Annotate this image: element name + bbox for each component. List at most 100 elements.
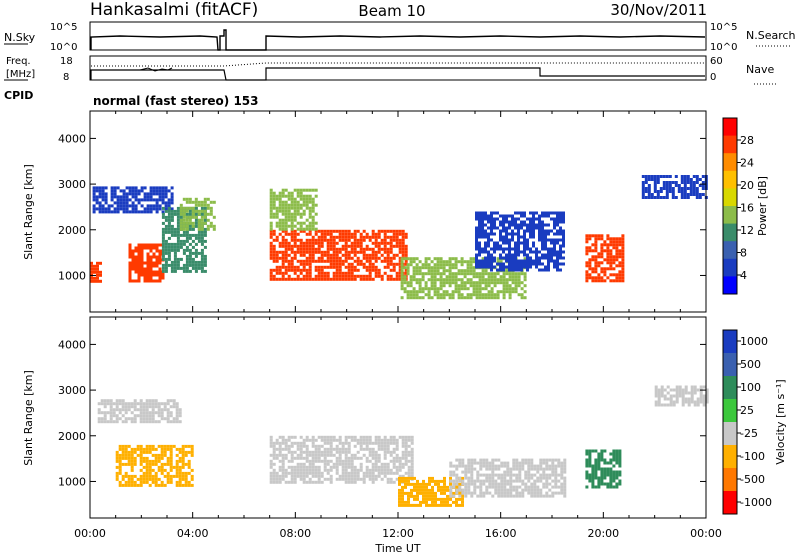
heatmap-cell (175, 447, 179, 451)
heatmap-cell (535, 223, 538, 227)
heatmap-cell (597, 482, 601, 486)
heatmap-cell (299, 206, 303, 210)
heatmap-cell (173, 242, 177, 246)
heatmap-cell (332, 229, 336, 233)
heatmap-cell (606, 467, 610, 471)
heatmap-cell (449, 464, 453, 468)
heatmap-cell (368, 471, 372, 475)
heatmap-cell (398, 241, 402, 245)
heatmap-cell (683, 181, 687, 184)
y-tick-label: 3000 (58, 384, 86, 397)
heatmap-cell (275, 265, 279, 269)
heatmap-cell (591, 234, 595, 238)
heatmap-cell (398, 474, 402, 478)
heatmap-cell (597, 455, 601, 459)
heatmap-cell (185, 224, 189, 228)
heatmap-cell (296, 277, 300, 281)
heatmap-cell (398, 256, 402, 260)
heatmap-cell (134, 267, 138, 271)
heatmap-cell (284, 456, 288, 460)
heatmap-cell (320, 253, 324, 257)
heatmap-cell (284, 206, 288, 210)
heatmap-cell (284, 480, 288, 484)
freq-frame (89, 55, 707, 81)
heatmap-cell (615, 449, 619, 453)
heatmap-cell (356, 262, 360, 266)
heatmap-cell (146, 210, 150, 214)
heatmap-cell (332, 462, 336, 466)
heatmap-cell (606, 267, 610, 271)
heatmap-cell (112, 402, 116, 406)
heatmap-cell (538, 262, 541, 266)
heatmap-cell (181, 462, 185, 466)
freq-tick-top: 18 (60, 56, 73, 67)
heatmap-cell (428, 497, 431, 501)
heatmap-cell (609, 473, 613, 477)
heatmap-cell (506, 491, 510, 495)
heatmap-cell (317, 250, 321, 254)
heatmap-cell (529, 262, 532, 266)
heatmap-cell (615, 249, 619, 253)
heatmap-cell (121, 456, 125, 460)
colorbar-tick-label: 20 (740, 179, 754, 192)
heatmap-cell (158, 195, 162, 199)
heatmap-cell (521, 461, 525, 465)
heatmap-cell (287, 244, 291, 248)
heatmap-cell (124, 483, 128, 487)
heatmap-cell (326, 277, 330, 281)
heatmap-cell (371, 262, 375, 266)
heatmap-cell (503, 464, 507, 468)
heatmap-cell (293, 200, 297, 204)
heatmap-cell (455, 503, 458, 507)
heatmap-cell (184, 444, 188, 448)
heatmap-cell (284, 212, 288, 216)
heatmap-cell (314, 250, 318, 254)
heatmap-cell (353, 456, 357, 460)
heatmap-cell (368, 477, 372, 481)
heatmap-cell (187, 471, 191, 475)
heatmap-cell (490, 232, 493, 236)
heatmap-cell (466, 281, 470, 285)
heatmap-cell (392, 438, 396, 442)
heatmap-cell (523, 229, 526, 233)
heatmap-cell (103, 399, 107, 403)
heatmap-cell (362, 453, 366, 457)
heatmap-cell (535, 226, 538, 230)
heatmap-cell (329, 468, 333, 472)
heatmap-cell (203, 233, 207, 237)
heatmap-cell (338, 477, 342, 481)
heatmap-cell (164, 195, 168, 199)
heatmap-cell (407, 474, 411, 478)
heatmap-cell (594, 261, 598, 265)
heatmap-cell (380, 259, 384, 263)
heatmap-cell (475, 272, 479, 276)
heatmap-cell (550, 247, 553, 251)
heatmap-cell (158, 207, 162, 211)
heatmap-cell (699, 385, 703, 389)
date-title: 30/Nov/2011 (610, 1, 707, 19)
heatmap-cell (524, 476, 528, 480)
heatmap-cell (151, 447, 155, 451)
heatmap-cell (338, 247, 342, 251)
heatmap-cell (470, 476, 474, 480)
heatmap-cell (686, 187, 690, 190)
heatmap-cell (118, 468, 122, 472)
heatmap-cell (497, 458, 501, 462)
heatmap-cell (176, 221, 180, 225)
heatmap-cell (443, 488, 446, 492)
heatmap-cell (272, 480, 276, 484)
heatmap-cell (287, 450, 291, 454)
heatmap-cell (478, 220, 481, 224)
heatmap-cell (644, 187, 648, 190)
heatmap-cell (517, 238, 520, 242)
heatmap-cell (553, 262, 556, 266)
heatmap-cell (532, 217, 535, 221)
heatmap-cell (460, 257, 464, 261)
heatmap-cell (323, 468, 327, 472)
heatmap-cell (97, 408, 101, 412)
heatmap-cell (389, 459, 393, 463)
heatmap-cell (145, 462, 149, 466)
heatmap-cell (520, 259, 523, 263)
heatmap-cell (470, 473, 474, 477)
heatmap-cell (410, 456, 414, 460)
